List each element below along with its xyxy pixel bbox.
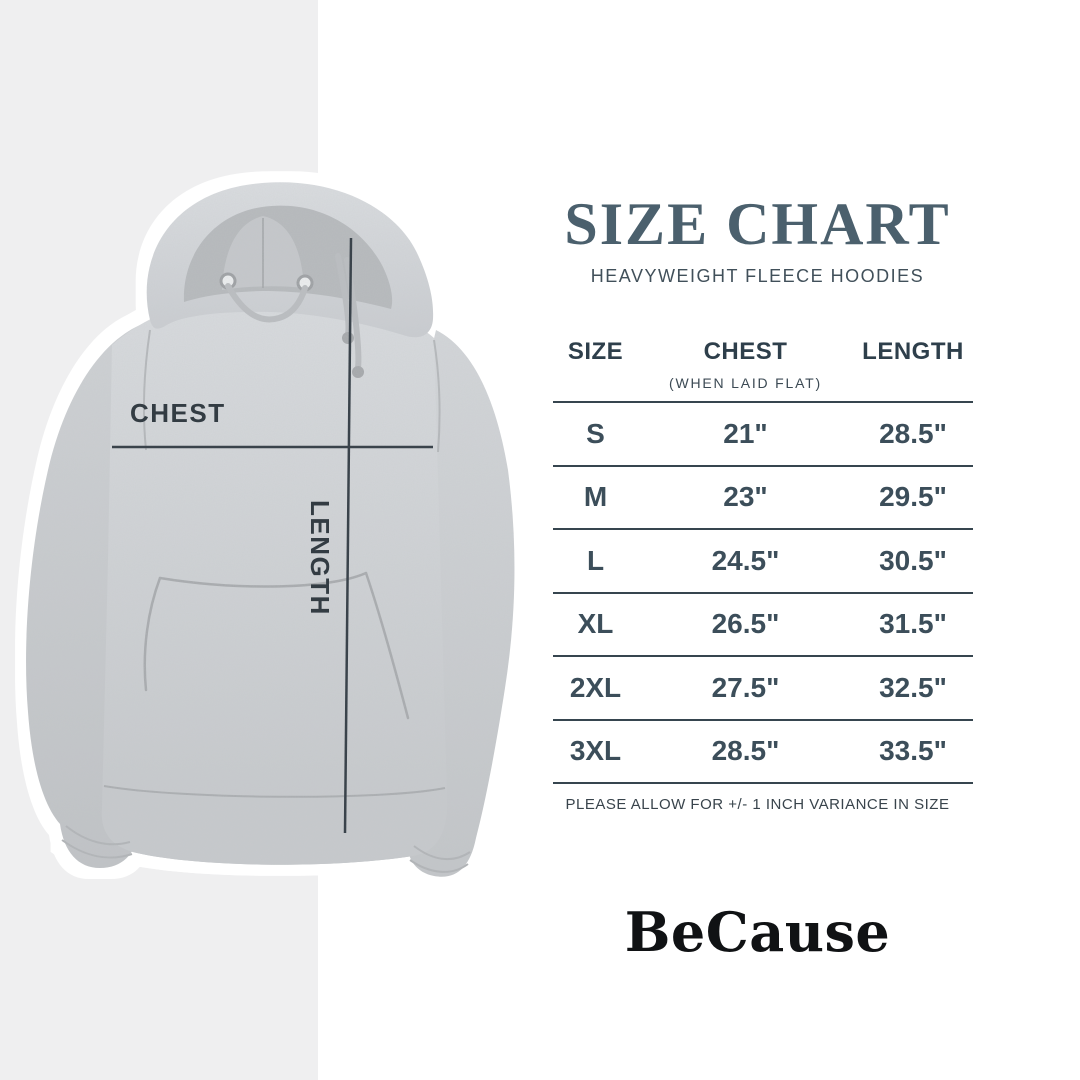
length-cell: 31.5" (879, 608, 947, 640)
size-cell: S (586, 417, 605, 449)
heather-texture (26, 182, 515, 877)
column-subheader-chest: (WHEN LAID FLAT) (669, 375, 822, 391)
length-guide-line (343, 237, 353, 834)
length-cell: 28.5" (879, 417, 947, 449)
title-block: SIZE CHART HEAVYWEIGHT FLEECE HOODIES (540, 192, 975, 287)
size-cell: XL (577, 608, 614, 640)
page-title: SIZE CHART (564, 191, 951, 257)
table-row: S 21" 28.5" (553, 403, 973, 465)
table-rule (553, 782, 973, 784)
size-cell: 3XL (569, 735, 622, 767)
column-header-length: LENGTH (862, 338, 964, 365)
size-cell: L (586, 544, 605, 576)
length-cell: 29.5" (879, 481, 947, 513)
chest-cell: 24.5" (711, 544, 780, 576)
hoodie-sticker-group (26, 182, 515, 877)
size-cell: 2XL (569, 671, 622, 703)
hoodie-photo: CHEST LENGTH (26, 182, 515, 877)
table-rule (553, 591, 973, 594)
measurement-lines (112, 237, 433, 834)
length-cell: 32.5" (879, 671, 947, 703)
chest-cell: 27.5" (711, 671, 780, 703)
table-row: 3XL 28.5" 33.5" (553, 721, 973, 783)
length-cell: 30.5" (879, 544, 947, 576)
chest-cell: 21" (723, 417, 768, 449)
brand-logo: BeCause (624, 900, 891, 964)
table-row: M 23" 29.5" (553, 467, 973, 529)
size-cell: M (583, 481, 608, 513)
table-row: XL 26.5" 31.5" (553, 594, 973, 656)
hoodie-illustration (26, 182, 515, 877)
table-rule (553, 718, 973, 721)
length-cell: 33.5" (879, 735, 947, 767)
length-measurement-label: LENGTH (305, 500, 335, 616)
table-row: L 24.5" 30.5" (553, 530, 973, 592)
chest-measurement-label: CHEST (130, 398, 226, 428)
table-header-row: SIZE CHEST (WHEN LAID FLAT) LENGTH (553, 338, 973, 401)
column-header-size: SIZE (567, 338, 624, 365)
page-subtitle: HEAVYWEIGHT FLEECE HOODIES (590, 266, 925, 286)
size-table: SIZE CHEST (WHEN LAID FLAT) LENGTH S 21"… (553, 338, 973, 784)
variance-note: PLEASE ALLOW FOR +/- 1 INCH VARIANCE IN … (565, 796, 950, 813)
chest-cell: 23" (723, 481, 768, 513)
table-rule (553, 655, 973, 657)
table-rule (553, 528, 973, 530)
chest-cell: 26.5" (711, 608, 780, 640)
table-row: 2XL 27.5" 32.5" (553, 657, 973, 719)
table-rule (553, 464, 973, 467)
column-header-chest: CHEST (WHEN LAID FLAT) (638, 338, 853, 397)
column-header-chest-label: CHEST (703, 338, 788, 365)
table-rule (553, 401, 973, 403)
chest-cell: 28.5" (711, 735, 780, 767)
